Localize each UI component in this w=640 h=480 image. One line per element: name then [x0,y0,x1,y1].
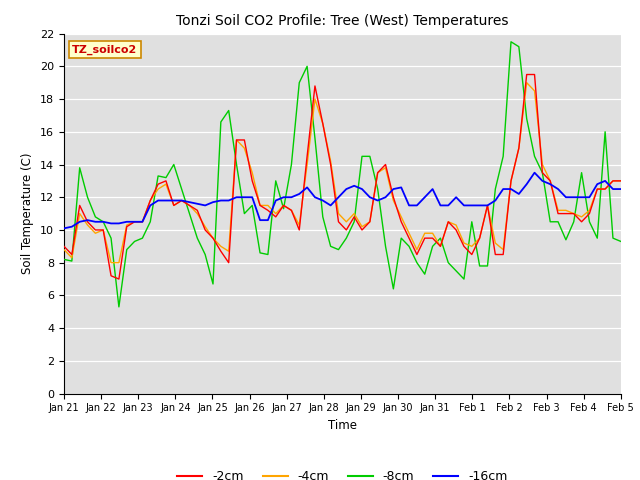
Title: Tonzi Soil CO2 Profile: Tree (West) Temperatures: Tonzi Soil CO2 Profile: Tree (West) Temp… [176,14,509,28]
Legend: -2cm, -4cm, -8cm, -16cm: -2cm, -4cm, -8cm, -16cm [172,465,513,480]
X-axis label: Time: Time [328,419,357,432]
Text: TZ_soilco2: TZ_soilco2 [72,44,138,55]
Y-axis label: Soil Temperature (C): Soil Temperature (C) [22,153,35,275]
